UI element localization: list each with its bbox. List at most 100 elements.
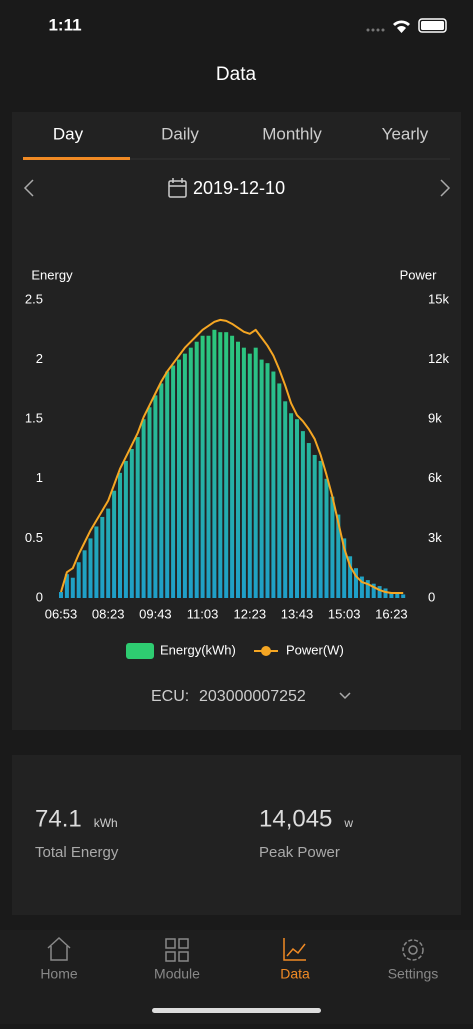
tab[interactable]: Day (53, 124, 84, 143)
energy-bar (324, 478, 329, 598)
nav-icons (47, 936, 424, 962)
energy-bar (82, 550, 87, 598)
energy-bar (106, 508, 111, 598)
x-tick-label: 15:03 (328, 606, 361, 621)
energy-bar (159, 383, 164, 598)
energy-bar (330, 496, 335, 598)
energy-bar (59, 592, 63, 598)
tab[interactable]: Monthly (262, 124, 322, 143)
legend-marker (261, 646, 271, 656)
tab[interactable]: Yearly (382, 124, 429, 143)
tab[interactable]: Daily (161, 124, 199, 143)
energy-bar (100, 516, 105, 598)
stat-value: 14,045 (259, 805, 332, 832)
energy-bar (153, 395, 158, 598)
x-tick-label: 16:23 (375, 606, 408, 621)
energy-bar (365, 580, 370, 598)
nav-label[interactable]: Module (154, 966, 200, 982)
energy-bar (318, 460, 323, 598)
energy-bar (354, 568, 358, 598)
y2-tick-label: 12k (428, 351, 449, 366)
x-tick-label: 06:53 (45, 606, 78, 621)
x-tick-label: 09:43 (139, 606, 172, 621)
y-tick-label: 0 (36, 589, 43, 604)
energy-bar (348, 556, 353, 598)
y-tick-label: 2 (36, 351, 43, 366)
energy-bar (188, 347, 193, 598)
y2-tick-label: 9k (428, 411, 442, 426)
y2-axis-title: Power (400, 267, 438, 282)
energy-bar (253, 347, 258, 598)
energy-bar (389, 592, 394, 598)
legend-label: Power(W) (286, 642, 344, 657)
ecu-value[interactable]: 203000007252 (199, 688, 306, 705)
energy-bar (147, 407, 152, 598)
stat-value: 74.1 (35, 805, 82, 832)
energy-bar (259, 359, 264, 598)
energy-bar (70, 577, 75, 598)
energy-bar (277, 383, 282, 598)
stats-card (12, 755, 461, 915)
y-tick-label: 0.5 (25, 530, 43, 545)
energy-bar (165, 371, 170, 598)
energy-bar (129, 449, 134, 598)
energy-bar (342, 538, 347, 598)
energy-bar (135, 437, 140, 598)
energy-bar (118, 472, 122, 598)
x-tick-label: 12:23 (234, 606, 267, 621)
y-tick-label: 2.5 (25, 291, 43, 306)
energy-bar (289, 413, 294, 598)
nav-label[interactable]: Settings (388, 966, 439, 982)
header-title: Data (216, 64, 257, 85)
stat-label: Peak Power (259, 844, 340, 861)
x-tick-label: 13:43 (281, 606, 314, 621)
y2-tick-label: 15k (428, 291, 449, 306)
y2-tick-label: 0 (428, 589, 435, 604)
tab-indicator (23, 157, 130, 160)
energy-bar (224, 332, 229, 598)
energy-bar (312, 454, 317, 598)
energy-bar (194, 341, 199, 598)
energy-bar (300, 431, 305, 598)
y-tick-label: 1.5 (25, 411, 43, 426)
date[interactable]: 2019-12-10 (193, 178, 285, 198)
x-tick-label: 08:23 (92, 606, 125, 621)
energy-bar (283, 401, 288, 598)
ecu-label: ECU: (151, 688, 189, 705)
energy-bar (377, 586, 382, 598)
energy-bar (401, 594, 406, 598)
energy-bar (141, 419, 146, 598)
x-tick-label: 11:03 (187, 606, 219, 621)
home-indicator (152, 1008, 321, 1013)
energy-bar (383, 588, 388, 598)
nav-label[interactable]: Home (40, 966, 78, 982)
stat-unit: kWh (94, 816, 118, 830)
next-button[interactable] (440, 179, 451, 197)
energy-bar (271, 371, 276, 598)
energy-bar (295, 419, 299, 598)
energy-bar (112, 490, 117, 598)
energy-bar (359, 576, 364, 598)
energy-bar (206, 335, 211, 598)
energy-bar (241, 347, 246, 598)
energy-bar (212, 329, 217, 598)
energy-bar (236, 341, 240, 598)
prev-button[interactable] (23, 179, 34, 197)
energy-bar (182, 353, 187, 598)
energy-bar (336, 514, 341, 598)
energy-bar (123, 460, 128, 598)
energy-bar (265, 363, 270, 598)
status-icons (366, 18, 447, 33)
energy-bar (395, 593, 400, 598)
y2-tick-label: 3k (428, 530, 442, 545)
energy-bar (88, 538, 93, 598)
ecu-dropdown[interactable] (339, 692, 351, 700)
nav-label[interactable]: Data (280, 966, 310, 982)
legend-label: Energy(kWh) (160, 642, 236, 657)
energy-bar (177, 359, 181, 598)
stat-label: Total Energy (35, 844, 119, 861)
y-axis-title: Energy (31, 267, 73, 282)
energy-bar (230, 335, 235, 598)
energy-bar (171, 365, 176, 598)
